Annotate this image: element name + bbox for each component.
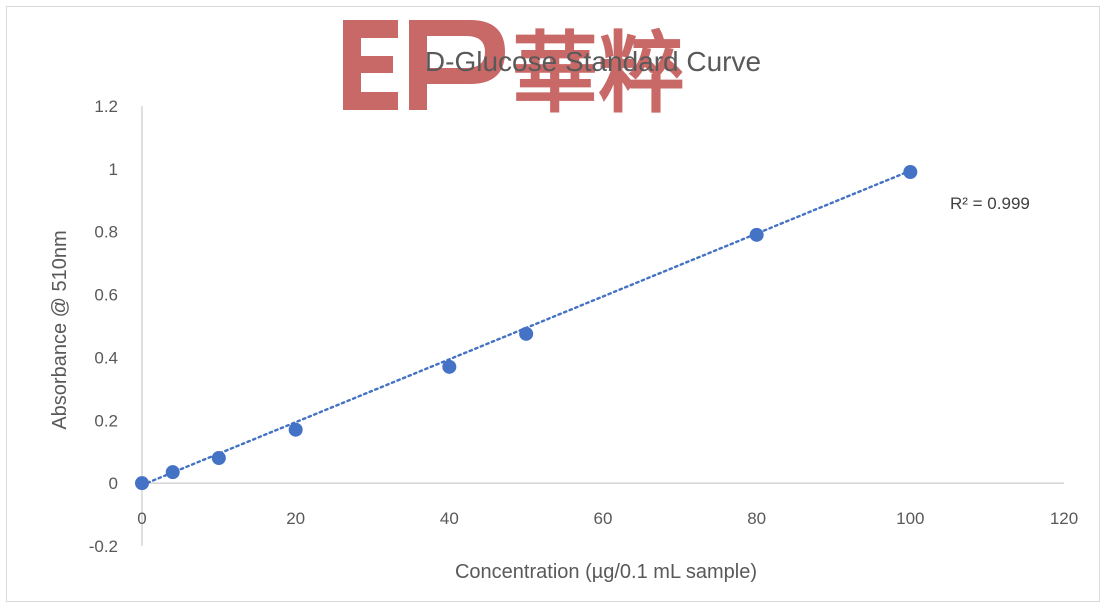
axes [141,106,1064,546]
data-point [211,451,226,465]
y-tick-label: 1 [109,160,118,179]
y-tick-label: 1.2 [94,97,118,116]
x-tick-label: 120 [1050,509,1078,528]
r-squared-label: R² = 0.999 [950,194,1030,213]
y-axis-title: Absorbance @ 510nm [49,230,71,429]
x-tick-label: 60 [594,509,613,528]
y-tick-label: 0.2 [94,411,118,430]
data-point [519,326,534,341]
data-point [165,465,180,480]
y-tick-label: 0.6 [94,286,118,305]
ep-letters [343,20,505,110]
y-tick-label: 0 [109,474,118,493]
data-point [288,422,303,437]
y-tick-label: -0.2 [89,537,118,556]
data-point [903,165,918,179]
watermark-logo: 華粹 [343,20,684,125]
logo-glyphs: 華粹 [512,22,684,125]
data-point [442,359,457,374]
x-tick-label: 20 [286,509,305,528]
tick-labels: 0 20 40 60 80 100 120 -0.2 0 0.2 0.4 0.6 0.8 1 1.2 [89,97,1078,556]
x-tick-label: 100 [896,509,924,528]
x-tick-label: 80 [747,509,766,528]
chart-area [6,6,1100,602]
data-points [135,165,918,491]
chart-title: D-Glucose Standard Curve [425,46,761,77]
data-point [749,227,764,242]
y-tick-label: 0.8 [94,223,118,242]
x-tick-label: 0 [137,509,146,528]
y-tick-label: 0.4 [94,348,118,367]
x-axis-title: Concentration (µg/0.1 mL sample) [455,561,757,583]
x-tick-label: 40 [440,509,459,528]
data-point [135,476,149,491]
